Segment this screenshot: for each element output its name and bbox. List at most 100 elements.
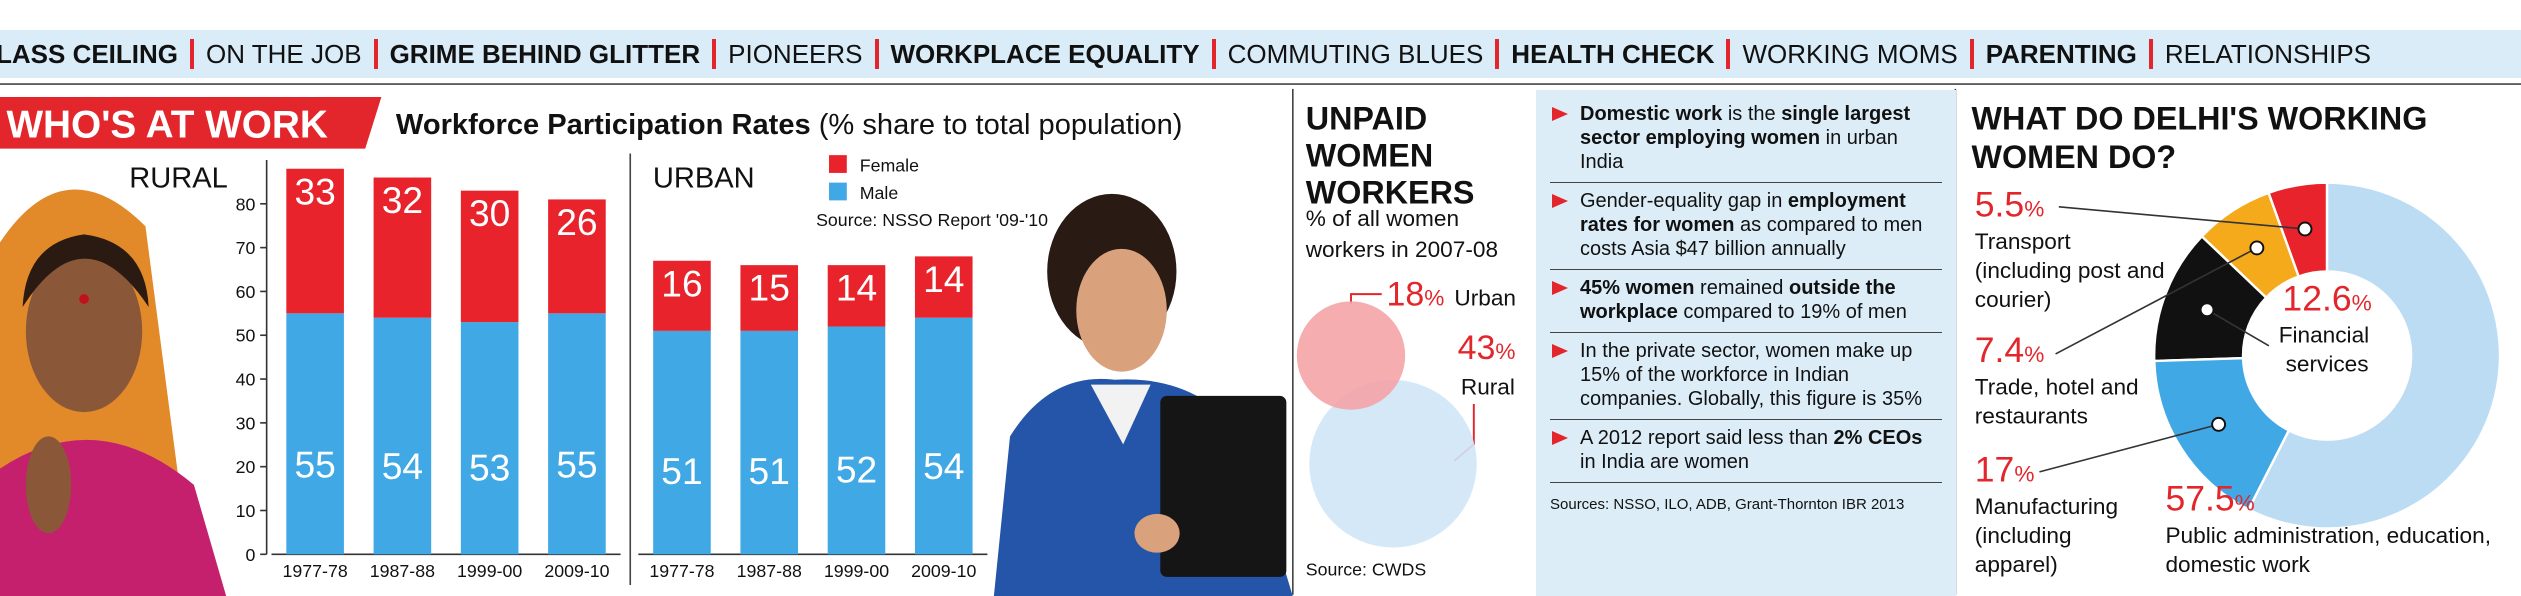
title: Workforce Participation Rates: [396, 109, 811, 141]
y-tick-label: 0: [245, 545, 255, 565]
text-line: services: [2286, 352, 2369, 377]
banner: WHO'S AT WORK: [6, 103, 327, 146]
bar-value-label: 54: [923, 445, 964, 487]
category-label: Trade, hotel and restaurants: [1975, 374, 2145, 428]
category-label: Urban: [1454, 285, 1516, 310]
x-tick-label: 2009-10: [544, 561, 609, 581]
bar-segment: [914, 317, 973, 555]
bar-value-label: 14: [836, 267, 877, 309]
fact-text: is the: [1722, 103, 1782, 125]
text-line: Transport: [1975, 229, 2077, 254]
category-label: Manufacturing (including apparel): [1975, 494, 2125, 577]
value-unit: %: [1495, 339, 1515, 364]
bar-segment: [548, 199, 606, 314]
source: Source: NSSO Report '09-'10: [816, 210, 1048, 230]
bar-value-label: 51: [749, 450, 790, 492]
nav-item: PARENTING: [1985, 38, 2137, 69]
y-tick-label: 60: [236, 282, 256, 302]
subtitle: (% share to total population): [819, 109, 1183, 141]
x-tick-label: 1977-78: [283, 561, 348, 581]
nav-item: LASS CEILING: [0, 38, 179, 69]
bar-segment: [653, 330, 711, 555]
text-line: Public administration, education,: [2165, 523, 2497, 548]
legend-label: Female: [860, 155, 919, 175]
category-label: Public administration, education, domest…: [2165, 523, 2497, 577]
value-number: 18: [1387, 275, 1425, 313]
category-label: Rural: [1461, 374, 1515, 399]
text-line: apparel): [1975, 552, 2058, 577]
source: Sources: NSSO, ILO, ADB, Grant-Thornton …: [1550, 496, 1905, 513]
value-label: 5.5%: [1975, 185, 2045, 225]
y-tick-label: 30: [236, 413, 256, 433]
fact-text: A 2012 report said less than: [1580, 427, 1834, 449]
leader-dot: [2297, 221, 2313, 237]
bar-value-label: 52: [836, 448, 877, 490]
leader-dot: [2249, 240, 2265, 256]
chart-title: Workforce Participation Rates (% share to…: [396, 109, 1183, 141]
text-line: workers in 2007-08: [1305, 237, 1498, 262]
bar-value-label: 54: [382, 445, 423, 487]
bar-segment: [548, 313, 606, 555]
bar-value-label: 33: [294, 170, 335, 212]
bar-segment: [653, 260, 711, 331]
legend-label: Male: [860, 183, 899, 203]
fact: 45% women remained outside the workplace…: [1550, 270, 1942, 333]
text-line: % of all women: [1306, 206, 1466, 231]
nav-item: ON THE JOB: [206, 38, 362, 69]
value-label: 43%: [1458, 329, 1516, 367]
bar-value-label: 55: [294, 443, 335, 485]
fact-text: employment rates for women: [1580, 190, 1906, 236]
facts-panel: Domestic work is the single largest sect…: [1536, 90, 1956, 596]
venn-circle: [1309, 380, 1477, 548]
separator: [1495, 39, 1500, 69]
bullet-arrow: [1552, 431, 1568, 445]
y-tick-label: 20: [236, 457, 256, 477]
bullet-arrow: [1552, 344, 1568, 358]
bar-segment: [460, 322, 519, 555]
value-number: 57.5: [2165, 479, 2234, 519]
value-unit: %: [2024, 197, 2044, 222]
bullet-arrow: [1552, 281, 1568, 295]
fact: Domestic work is the single largest sect…: [1550, 96, 1942, 183]
leader-line: [2206, 309, 2270, 347]
fact-text: as compared to men costs Asia $47 billio…: [1580, 214, 1923, 260]
nav-item: GRIME BEHIND GLITTER: [389, 38, 701, 69]
legend-swatch: [829, 155, 847, 173]
fact-text: Domestic work: [1580, 103, 1723, 125]
x-tick-label: 1999-00: [457, 561, 522, 581]
legend-swatch: [829, 182, 847, 201]
bar-segment: [373, 317, 432, 555]
chart-subtitle: RURAL: [129, 162, 228, 194]
fact-text: remained: [1694, 277, 1789, 299]
leader-dot: [2199, 302, 2215, 318]
text-line: domestic work: [2165, 552, 2310, 577]
nav-bar: LASS CEILING ON THE JOB GRIME BEHIND GLITT…: [0, 30, 2521, 78]
value-unit: %: [1424, 285, 1444, 310]
bar-value-label: 15: [749, 267, 790, 309]
bar-segment: [827, 326, 886, 555]
leader-dot: [2211, 416, 2227, 432]
bar-value-label: 53: [469, 447, 510, 489]
value-label: 17%: [1975, 450, 2035, 490]
venn-circle: [1296, 301, 1406, 410]
bullet-arrow: [1552, 194, 1568, 208]
x-tick-label: 1987-88: [370, 561, 435, 581]
photo-attendant: [993, 193, 1293, 596]
separator: [2148, 39, 2153, 69]
fact-text: In the private sector, women make up 15%…: [1580, 340, 1923, 410]
text-line: Financial: [2279, 323, 2376, 348]
panel-subtitle: % of all women workers in 2007-08: [1305, 206, 1498, 262]
separator: [1969, 39, 1974, 69]
nav-item: RELATIONSHIPS: [2164, 38, 2372, 69]
nav-item: PIONEERS: [728, 38, 863, 69]
bar-segment: [286, 313, 344, 555]
fact-text: outside the workplace: [1580, 277, 1896, 323]
leader-line: [2058, 206, 2306, 230]
value-unit: %: [2235, 491, 2255, 516]
text-line: WOMEN: [1306, 137, 1442, 173]
bar-segment: [286, 168, 344, 314]
category-label: Financial services: [2279, 323, 2376, 377]
separator: [712, 39, 717, 69]
